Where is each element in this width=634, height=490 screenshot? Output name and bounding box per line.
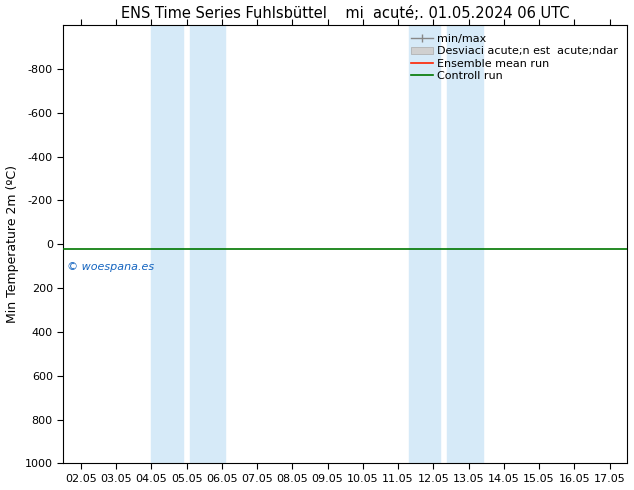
Legend: min/max, Desviaci acute;n est  acute;ndar, Ensemble mean run, Controll run: min/max, Desviaci acute;n est acute;ndar…	[408, 31, 622, 84]
Y-axis label: Min Temperature 2m (ºC): Min Temperature 2m (ºC)	[6, 165, 19, 323]
Text: © woespana.es: © woespana.es	[67, 262, 154, 272]
Bar	[409, 25, 441, 464]
Title: ENS Time Series Fuhlsbüttel    mi  acuté;. 01.05.2024 06 UTC: ENS Time Series Fuhlsbüttel mi acuté;. 0…	[121, 6, 569, 21]
Bar	[152, 25, 183, 464]
Bar	[190, 25, 225, 464]
Bar	[448, 25, 482, 464]
